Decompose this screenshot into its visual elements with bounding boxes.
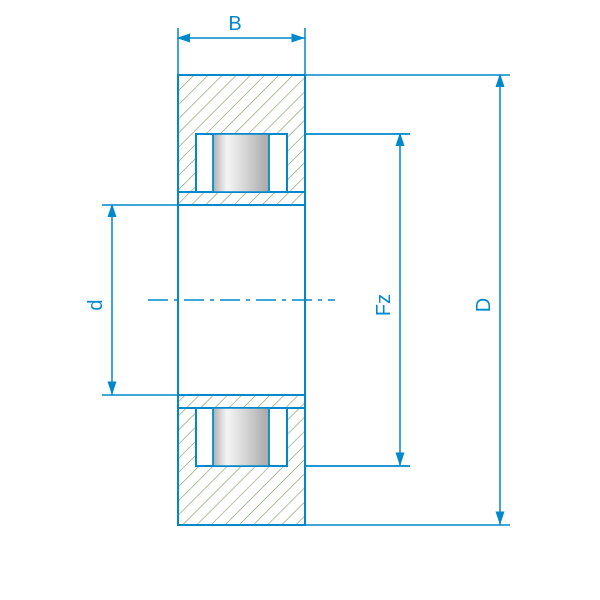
bearing-diagram: Bd Fz D: [0, 0, 600, 600]
dim-label-d: d: [85, 299, 107, 310]
roller-top: [213, 134, 269, 192]
roller-bottom: [213, 408, 269, 466]
inner-ring-top: [178, 192, 305, 205]
dim-label-B: B: [228, 13, 241, 35]
inner-ring-bottom: [178, 395, 305, 408]
dim-label-D: D: [473, 298, 495, 312]
dim-label-Fz: Fz: [373, 294, 395, 316]
